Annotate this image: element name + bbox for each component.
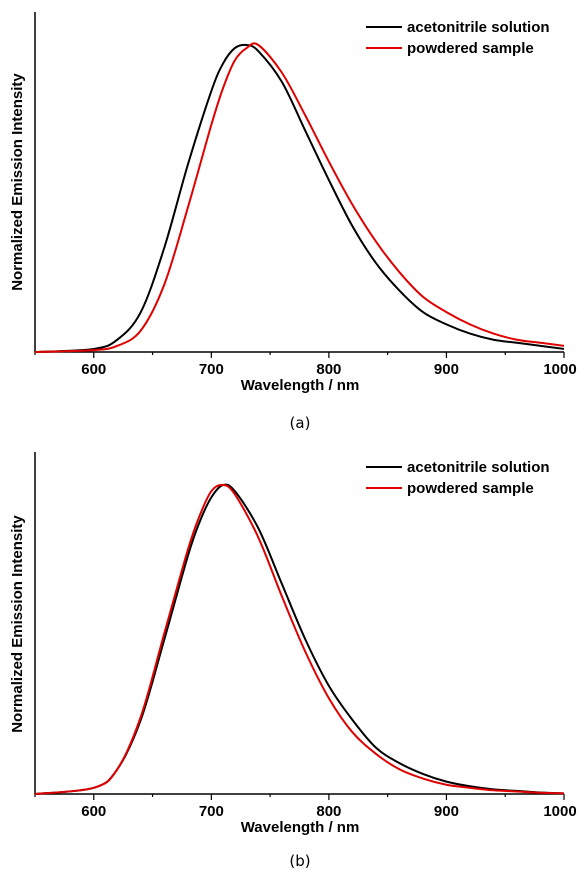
legend-label-acetonitrile: acetonitrile solution [407,459,550,476]
x-tick-label: 600 [81,361,106,378]
chart-panel-b: 600 700 800 900 1000 Wavelength / nm Normali… [9,452,577,869]
series-lines [34,483,565,795]
legend-label-powdered: powdered sample [407,480,534,497]
x-tick-label: 700 [199,361,224,378]
caption-a: (a) [290,414,311,432]
series-line-acetonitrile-solution [34,43,565,353]
y-axis-label: Normalized Emission Intensity [9,73,26,291]
x-tick-label: 600 [81,803,106,820]
series-line-acetonitrile-solution [34,483,565,795]
x-tick-label: 1000 [543,361,576,378]
legend: acetonitrile solution powdered sample [366,459,550,497]
x-tick-label: 900 [434,361,459,378]
chart-panel-a: 600 700 800 900 1000 Wavelength / nm Normali… [9,12,577,432]
legend: acetonitrile solution powdered sample [366,19,550,57]
x-axis-label: Wavelength / nm [241,377,360,394]
series-lines [34,42,565,353]
legend-label-powdered: powdered sample [407,40,534,57]
y-axis-label: Normalized Emission Intensity [9,515,26,733]
series-line-powdered-sample [34,42,565,353]
legend-label-acetonitrile: acetonitrile solution [407,19,550,36]
x-tick-label: 800 [316,361,341,378]
x-tick-label: 800 [316,803,341,820]
x-ticks: 600 700 800 900 1000 [34,352,577,378]
x-axis-label: Wavelength / nm [241,819,360,836]
x-tick-label: 700 [199,803,224,820]
x-ticks: 600 700 800 900 1000 [34,794,577,820]
x-tick-label: 900 [434,803,459,820]
caption-b: (b) [289,852,310,869]
x-tick-label: 1000 [543,803,576,820]
series-line-powdered-sample [34,483,565,795]
